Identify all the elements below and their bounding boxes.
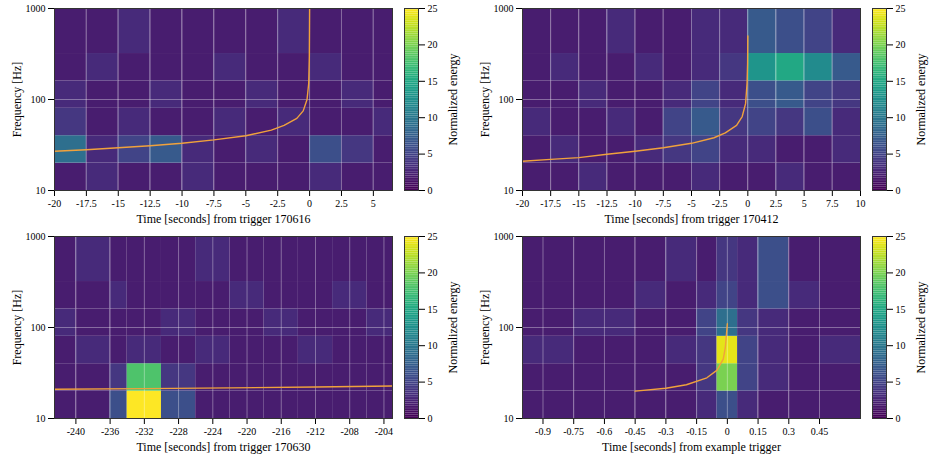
svg-text:0.45: 0.45 <box>811 426 829 437</box>
svg-text:2.5: 2.5 <box>335 198 348 209</box>
svg-text:100: 100 <box>31 94 46 105</box>
svg-text:Normalized energy: Normalized energy <box>446 53 460 145</box>
svg-text:Normalized energy: Normalized energy <box>446 281 460 373</box>
svg-text:25: 25 <box>428 231 438 242</box>
svg-text:-10: -10 <box>175 198 188 209</box>
svg-text:-240: -240 <box>67 426 85 437</box>
svg-text:25: 25 <box>896 3 906 14</box>
svg-text:5: 5 <box>428 148 433 159</box>
svg-text:-12.5: -12.5 <box>140 198 161 209</box>
svg-text:0: 0 <box>725 426 730 437</box>
svg-text:1000: 1000 <box>494 3 514 14</box>
svg-text:Time [seconds] from trigger 17: Time [seconds] from trigger 170630 <box>136 440 310 454</box>
svg-text:-0.15: -0.15 <box>686 426 707 437</box>
svg-text:15: 15 <box>428 76 438 87</box>
svg-text:-232: -232 <box>135 426 153 437</box>
svg-text:10: 10 <box>504 413 514 424</box>
svg-text:-0.75: -0.75 <box>563 426 584 437</box>
svg-text:-7.5: -7.5 <box>655 198 671 209</box>
svg-text:20: 20 <box>896 39 906 50</box>
svg-text:-236: -236 <box>101 426 119 437</box>
svg-text:-17.5: -17.5 <box>76 198 97 209</box>
svg-text:0: 0 <box>745 198 750 209</box>
svg-text:-204: -204 <box>375 426 393 437</box>
svg-text:Frequency [Hz]: Frequency [Hz] <box>478 290 492 366</box>
svg-text:-0.3: -0.3 <box>658 426 674 437</box>
svg-text:-7.5: -7.5 <box>206 198 222 209</box>
svg-text:15: 15 <box>896 304 906 315</box>
svg-text:15: 15 <box>428 304 438 315</box>
svg-text:20: 20 <box>428 267 438 278</box>
svg-text:25: 25 <box>428 3 438 14</box>
svg-text:0: 0 <box>896 185 901 196</box>
svg-text:-228: -228 <box>169 426 187 437</box>
svg-text:-17.5: -17.5 <box>540 198 561 209</box>
svg-text:0: 0 <box>307 198 312 209</box>
svg-text:-224: -224 <box>204 426 222 437</box>
svg-text:10: 10 <box>896 340 906 351</box>
svg-text:5: 5 <box>428 376 433 387</box>
svg-text:10: 10 <box>36 185 46 196</box>
svg-text:-5: -5 <box>687 198 695 209</box>
svg-text:20: 20 <box>428 39 438 50</box>
svg-text:10: 10 <box>896 112 906 123</box>
svg-text:Time [seconds] from trigger 17: Time [seconds] from trigger 170412 <box>604 212 778 226</box>
svg-text:0: 0 <box>896 413 901 424</box>
svg-text:Normalized energy: Normalized energy <box>914 281 928 373</box>
svg-text:25: 25 <box>896 231 906 242</box>
svg-text:-15: -15 <box>572 198 585 209</box>
svg-text:10: 10 <box>504 185 514 196</box>
svg-text:-212: -212 <box>306 426 324 437</box>
svg-text:-2.5: -2.5 <box>270 198 286 209</box>
svg-text:-10: -10 <box>628 198 641 209</box>
svg-text:Time [seconds] from example tr: Time [seconds] from example trigger <box>602 440 781 454</box>
svg-text:-0.6: -0.6 <box>597 426 613 437</box>
svg-text:0: 0 <box>428 413 433 424</box>
svg-text:-208: -208 <box>341 426 359 437</box>
svg-text:0: 0 <box>428 185 433 196</box>
svg-text:Frequency [Hz]: Frequency [Hz] <box>10 290 24 366</box>
svg-text:0.15: 0.15 <box>749 426 767 437</box>
svg-text:Frequency [Hz]: Frequency [Hz] <box>10 62 24 138</box>
svg-text:7.5: 7.5 <box>826 198 839 209</box>
svg-text:-0.9: -0.9 <box>535 426 551 437</box>
svg-text:5: 5 <box>896 376 901 387</box>
svg-text:-15: -15 <box>112 198 125 209</box>
svg-text:10: 10 <box>36 413 46 424</box>
svg-text:-12.5: -12.5 <box>597 198 618 209</box>
svg-text:10: 10 <box>428 340 438 351</box>
svg-text:5: 5 <box>802 198 807 209</box>
svg-text:10: 10 <box>428 112 438 123</box>
svg-text:-20: -20 <box>516 198 529 209</box>
svg-text:100: 100 <box>499 94 514 105</box>
svg-text:Time [seconds] from trigger 17: Time [seconds] from trigger 170616 <box>136 212 310 226</box>
svg-text:1000: 1000 <box>26 3 46 14</box>
svg-text:Frequency [Hz]: Frequency [Hz] <box>478 62 492 138</box>
svg-text:-220: -220 <box>238 426 256 437</box>
svg-text:20: 20 <box>896 267 906 278</box>
svg-text:-5: -5 <box>242 198 250 209</box>
svg-text:1000: 1000 <box>26 231 46 242</box>
svg-text:5: 5 <box>371 198 376 209</box>
svg-text:-216: -216 <box>272 426 290 437</box>
svg-text:-2.5: -2.5 <box>712 198 728 209</box>
svg-text:10: 10 <box>856 198 866 209</box>
svg-text:15: 15 <box>896 76 906 87</box>
svg-text:2.5: 2.5 <box>770 198 783 209</box>
svg-text:0.3: 0.3 <box>783 426 796 437</box>
svg-text:5: 5 <box>896 148 901 159</box>
svg-text:1000: 1000 <box>494 231 514 242</box>
svg-text:-0.45: -0.45 <box>625 426 646 437</box>
svg-text:100: 100 <box>31 322 46 333</box>
svg-text:Normalized energy: Normalized energy <box>914 53 928 145</box>
svg-text:-20: -20 <box>48 198 61 209</box>
svg-text:100: 100 <box>499 322 514 333</box>
